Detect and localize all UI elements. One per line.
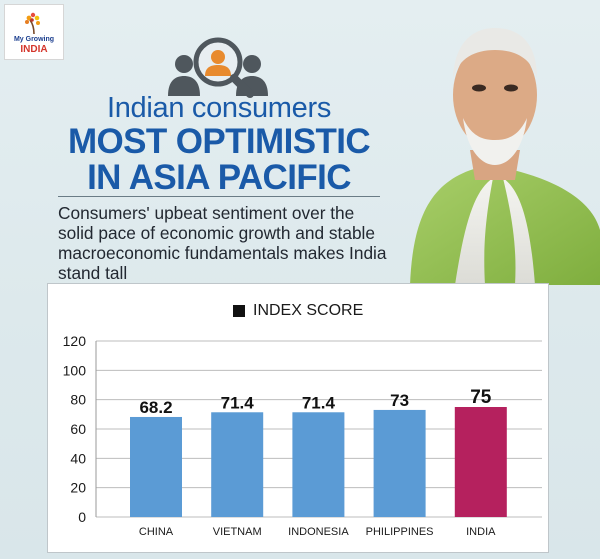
subtext: Consumers' upbeat sentiment over the sol… (58, 203, 387, 283)
headline-line2: MOST OPTIMISTIC (67, 122, 371, 161)
x-tick-label: PHILIPPINES (366, 526, 434, 538)
bar-vietnam (211, 412, 264, 517)
bar-chart: 0 20 40 60 80 100 120 68.2 CHINA 71.4 VIETNAM 71.4 I… (63, 333, 542, 538)
x-tick-label: INDIA (466, 526, 496, 538)
headline-line1: Indian consumers (106, 92, 332, 124)
y-tick-label: 0 (78, 509, 86, 525)
search-icon (168, 37, 268, 98)
bar-india (454, 407, 507, 517)
chart-panel: INDEX SCORE 0 20 40 60 80 100 120 68.2 CHINA 71.4… (47, 283, 549, 553)
x-tick-label: VIETNAM (213, 526, 262, 538)
headline: Indian consumers MOST OPTIMISTIC IN ASIA… (54, 92, 384, 196)
brand-logo[interactable]: My Growing INDIA (4, 4, 64, 60)
y-tick-label: 80 (70, 392, 86, 408)
bar-value-label: 75 (470, 387, 492, 408)
legend-label: INDEX SCORE (253, 302, 364, 319)
bar-philippines (373, 409, 426, 517)
bar-indonesia (292, 412, 345, 517)
legend-swatch (233, 305, 245, 317)
x-tick-label: INDONESIA (288, 526, 349, 538)
headline-line3: IN ASIA PACIFIC (87, 158, 351, 197)
x-tick-label: CHINA (139, 526, 174, 538)
logo-text-line1: My Growing (13, 35, 55, 43)
y-tick-label: 100 (63, 362, 87, 378)
bar-value-label: 71.4 (302, 393, 336, 412)
y-tick-label: 20 (70, 480, 86, 496)
portrait-image (410, 28, 600, 285)
y-tick-label: 120 (63, 333, 87, 349)
logo-text-line2: INDIA (20, 43, 48, 55)
y-tick-label: 60 (70, 421, 86, 437)
headline-divider (58, 196, 380, 197)
chart-legend: INDEX SCORE (233, 302, 363, 320)
bar-value-label: 73 (390, 391, 409, 410)
logo-flower-icon (25, 12, 40, 34)
y-tick-label: 40 (70, 450, 86, 466)
bar-value-label: 71.4 (221, 393, 255, 412)
bar-china (130, 416, 182, 517)
bar-value-label: 68.2 (139, 398, 172, 417)
